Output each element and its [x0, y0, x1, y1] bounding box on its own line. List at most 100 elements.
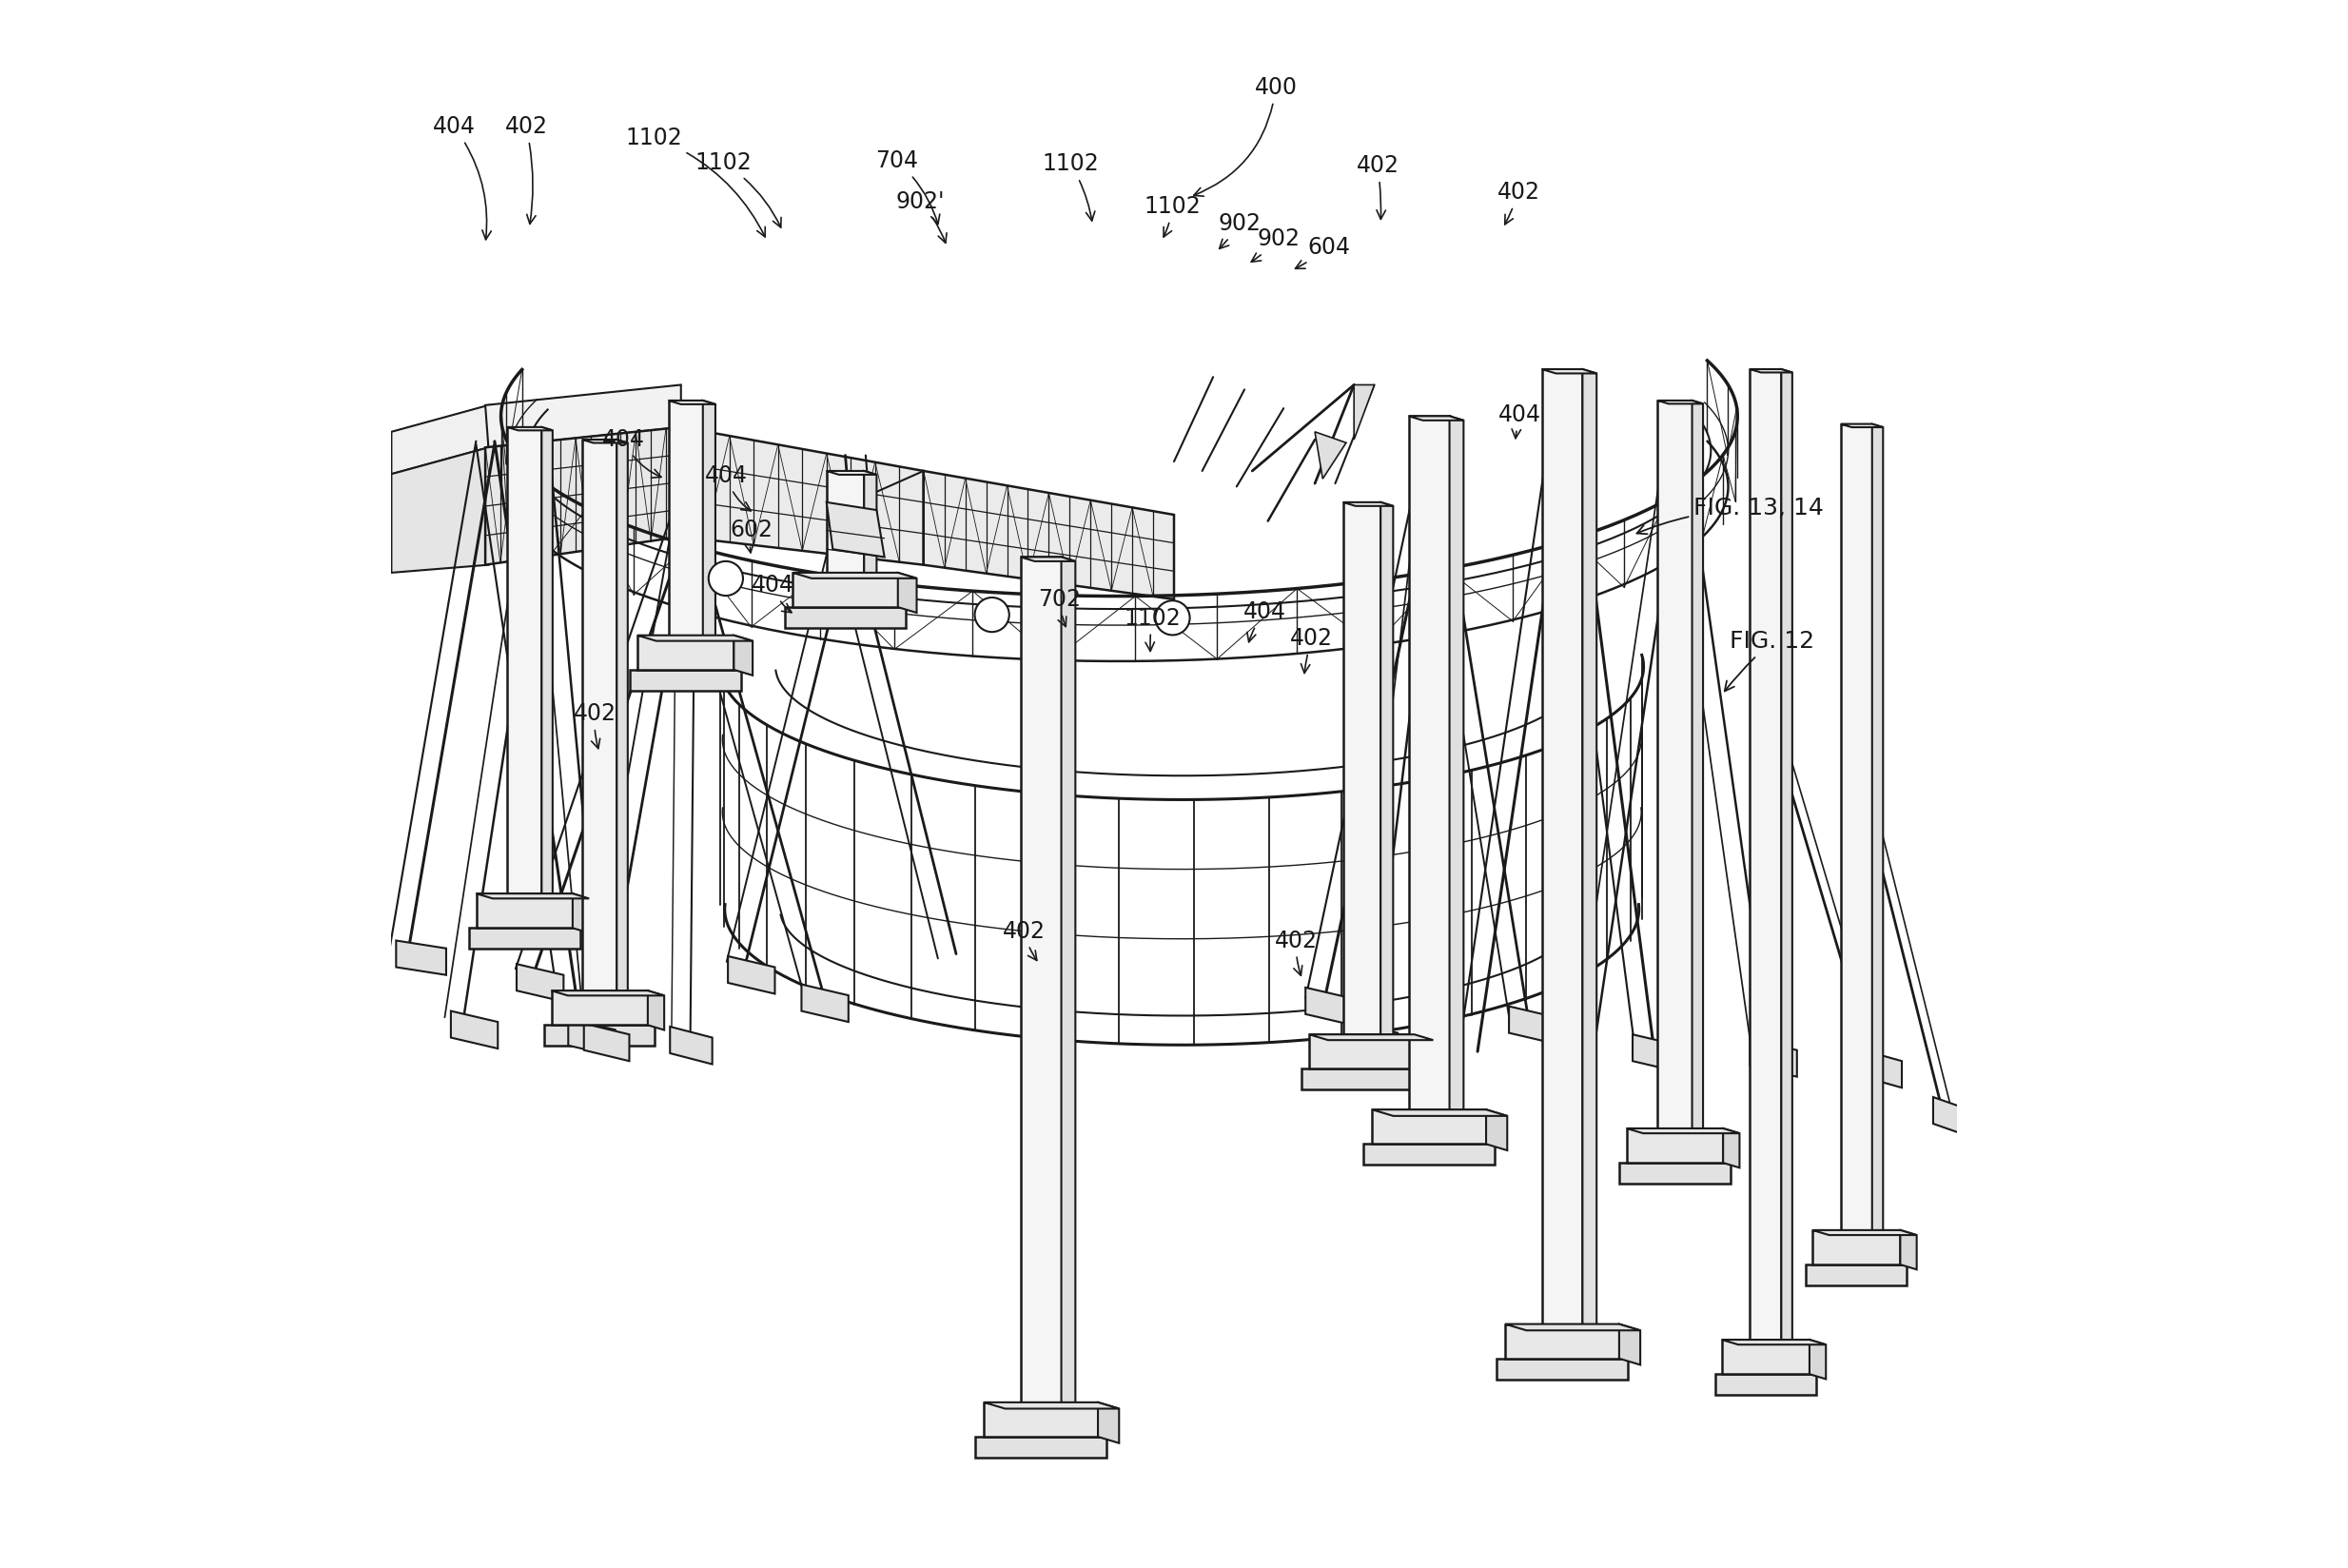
Polygon shape: [728, 956, 775, 994]
Polygon shape: [451, 1011, 498, 1049]
Polygon shape: [629, 670, 742, 690]
Polygon shape: [552, 991, 664, 996]
Polygon shape: [702, 400, 716, 640]
Polygon shape: [1301, 1069, 1423, 1090]
Text: 902': 902': [897, 190, 946, 243]
Polygon shape: [974, 1436, 1106, 1457]
Text: 1102: 1102: [1043, 152, 1099, 221]
Polygon shape: [1658, 400, 1693, 1129]
Text: 402: 402: [1498, 180, 1540, 224]
Polygon shape: [794, 572, 897, 607]
Text: 404: 404: [432, 114, 491, 240]
Text: 604: 604: [1296, 235, 1350, 268]
Text: 602: 602: [730, 519, 772, 552]
Polygon shape: [669, 400, 716, 405]
Polygon shape: [1371, 1110, 1507, 1116]
Polygon shape: [1721, 1339, 1810, 1374]
Polygon shape: [1806, 1264, 1907, 1286]
Polygon shape: [1716, 1374, 1815, 1396]
Polygon shape: [486, 384, 681, 447]
Polygon shape: [1355, 384, 1374, 439]
Polygon shape: [392, 447, 488, 572]
Text: 1102: 1102: [627, 125, 765, 237]
Polygon shape: [1721, 1339, 1827, 1345]
Polygon shape: [397, 941, 446, 975]
Text: 902: 902: [1219, 212, 1261, 249]
Polygon shape: [477, 894, 589, 898]
Polygon shape: [1723, 1129, 1740, 1168]
Polygon shape: [1310, 1035, 1413, 1069]
Text: 404: 404: [1244, 601, 1287, 641]
Polygon shape: [669, 1027, 711, 1065]
Polygon shape: [392, 405, 488, 474]
Text: 402: 402: [573, 702, 615, 748]
Polygon shape: [735, 635, 754, 676]
Polygon shape: [517, 964, 564, 1002]
Polygon shape: [1310, 1035, 1432, 1040]
Polygon shape: [1486, 1110, 1507, 1151]
Polygon shape: [1510, 1007, 1557, 1044]
Text: 400: 400: [1193, 75, 1296, 196]
Text: 402: 402: [1357, 154, 1399, 220]
Polygon shape: [864, 470, 876, 577]
Text: 404: 404: [601, 428, 662, 478]
Polygon shape: [573, 894, 589, 933]
Polygon shape: [636, 635, 754, 641]
Polygon shape: [1841, 423, 1871, 1231]
Polygon shape: [1627, 1129, 1723, 1163]
Polygon shape: [1932, 1098, 1965, 1135]
Text: 902: 902: [1251, 227, 1301, 262]
Polygon shape: [552, 991, 648, 1025]
Polygon shape: [1862, 1051, 1902, 1088]
Polygon shape: [1305, 988, 1352, 1025]
Polygon shape: [582, 439, 627, 442]
Polygon shape: [1871, 423, 1883, 1234]
Polygon shape: [507, 426, 552, 430]
Polygon shape: [477, 894, 573, 928]
Circle shape: [974, 597, 1010, 632]
Text: 404: 404: [751, 574, 794, 613]
Polygon shape: [1364, 1145, 1496, 1165]
Polygon shape: [1343, 502, 1381, 1035]
Polygon shape: [794, 572, 916, 579]
Polygon shape: [1021, 557, 1061, 1402]
Polygon shape: [1061, 557, 1075, 1406]
Polygon shape: [1632, 1035, 1679, 1073]
Text: 1102: 1102: [1125, 607, 1181, 651]
Polygon shape: [1381, 502, 1392, 1038]
Polygon shape: [486, 426, 681, 564]
Polygon shape: [1620, 1323, 1641, 1364]
Polygon shape: [1543, 368, 1597, 373]
Polygon shape: [1409, 416, 1449, 1110]
Polygon shape: [1627, 1129, 1740, 1134]
Polygon shape: [1782, 368, 1792, 1342]
Text: 704: 704: [876, 149, 939, 224]
Polygon shape: [636, 635, 735, 670]
Text: 1102: 1102: [695, 151, 782, 227]
Polygon shape: [507, 426, 542, 894]
Polygon shape: [1505, 1323, 1641, 1330]
Polygon shape: [1371, 1110, 1486, 1145]
Polygon shape: [542, 426, 552, 897]
Polygon shape: [826, 470, 876, 475]
Polygon shape: [1505, 1323, 1620, 1358]
Polygon shape: [648, 991, 664, 1030]
Polygon shape: [681, 426, 923, 564]
Polygon shape: [984, 1402, 1099, 1436]
Polygon shape: [1099, 1402, 1120, 1443]
Text: 402: 402: [1275, 930, 1317, 975]
Polygon shape: [1813, 1231, 1900, 1264]
Polygon shape: [826, 470, 864, 572]
Polygon shape: [923, 470, 1174, 599]
Text: FIG. 12: FIG. 12: [1726, 630, 1815, 691]
Polygon shape: [1658, 400, 1702, 405]
Polygon shape: [582, 439, 618, 991]
Text: 402: 402: [505, 114, 547, 224]
Text: FIG. 13, 14: FIG. 13, 14: [1637, 497, 1824, 535]
Polygon shape: [784, 607, 906, 627]
Polygon shape: [1749, 368, 1782, 1339]
Polygon shape: [585, 1024, 629, 1062]
Polygon shape: [470, 928, 580, 949]
Polygon shape: [669, 400, 702, 635]
Polygon shape: [1583, 368, 1597, 1328]
